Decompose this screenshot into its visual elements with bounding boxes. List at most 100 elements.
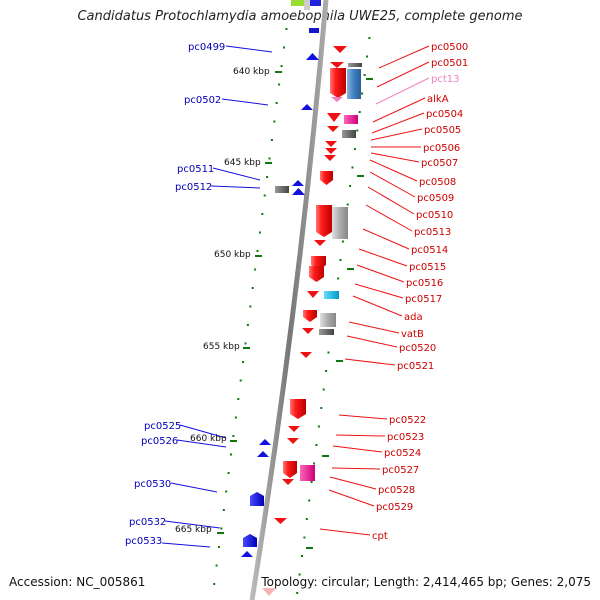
leader-line <box>370 128 423 141</box>
gene-label-pc0522[interactable]: pc0522 <box>389 415 426 426</box>
gene-forward[interactable] <box>316 205 332 237</box>
gene-label-pc0508[interactable]: pc0508 <box>419 177 456 188</box>
gene-label-pc0523[interactable]: pc0523 <box>387 432 424 443</box>
gene-reverse[interactable] <box>250 492 264 506</box>
gene-label-pc0520[interactable]: pc0520 <box>399 343 436 354</box>
gene-label-pc0515[interactable]: pc0515 <box>409 262 446 273</box>
gene-arrow-reverse[interactable] <box>306 53 319 60</box>
gene-arrow-forward[interactable] <box>274 518 287 524</box>
gene-label-pc0502[interactable]: pc0502 <box>184 95 221 106</box>
gene-block[interactable] <box>332 207 348 239</box>
gene-arrow-forward[interactable] <box>262 588 276 596</box>
gene-block[interactable] <box>348 63 362 67</box>
leader-line <box>329 476 377 490</box>
gene-label-ada[interactable]: ada <box>404 312 423 323</box>
scale-tick-major <box>255 255 262 257</box>
gene-label-pc0525[interactable]: pc0525 <box>144 421 181 432</box>
gene-arrow-reverse[interactable] <box>292 180 304 186</box>
gene-arrow-forward[interactable] <box>324 155 336 161</box>
gene-block[interactable] <box>324 291 339 299</box>
gene-forward[interactable] <box>283 461 297 478</box>
gene-block[interactable] <box>300 465 315 481</box>
gene-arrow-forward[interactable] <box>325 148 337 154</box>
gene-arrow-forward[interactable] <box>287 438 299 444</box>
gene-label-pc0528[interactable]: pc0528 <box>378 485 415 496</box>
gene-label-pc0501[interactable]: pc0501 <box>431 58 468 69</box>
gene-forward[interactable] <box>330 68 346 98</box>
gene-label-pc0533[interactable]: pc0533 <box>125 536 162 547</box>
leader-line <box>210 185 261 189</box>
gene-label-vatB[interactable]: vatB <box>401 329 424 340</box>
feature-top-blue <box>310 0 321 6</box>
gene-label-pc0524[interactable]: pc0524 <box>384 448 421 459</box>
gene-label-pc0514[interactable]: pc0514 <box>411 245 448 256</box>
gene-label-pc0504[interactable]: pc0504 <box>426 109 463 120</box>
leader-line <box>354 283 404 299</box>
gene-arrow-reverse[interactable] <box>292 188 305 195</box>
gene-label-pc0512[interactable]: pc0512 <box>175 182 212 193</box>
gene-block[interactable] <box>319 329 334 335</box>
gene-forward[interactable] <box>320 171 333 185</box>
gene-arrow-forward[interactable] <box>325 141 337 147</box>
gene-label-pc0530[interactable]: pc0530 <box>134 479 171 490</box>
leader-line <box>328 489 375 507</box>
gene-label-pc0509[interactable]: pc0509 <box>417 193 454 204</box>
gene-label-pc0511[interactable]: pc0511 <box>177 164 214 175</box>
gene-arrow-reverse[interactable] <box>241 551 253 557</box>
gene-arrow-forward[interactable] <box>282 479 294 485</box>
gene-block[interactable] <box>342 130 356 138</box>
gene-label-pct13[interactable]: pct13 <box>431 74 460 85</box>
gene-forward[interactable] <box>303 310 317 322</box>
gene-arrow-forward[interactable] <box>327 113 341 122</box>
scale-tick <box>225 490 228 493</box>
scale-tick <box>301 555 303 557</box>
gene-label-pc0500[interactable]: pc0500 <box>431 42 468 53</box>
gene-block[interactable] <box>344 115 358 124</box>
gene-arrow-forward[interactable] <box>314 240 326 246</box>
gene-label-alkA[interactable]: alkA <box>427 94 449 105</box>
gene-arrow-forward[interactable] <box>300 352 312 358</box>
scale-tick <box>317 425 320 428</box>
scale-tick <box>285 28 288 30</box>
scale-tick <box>368 37 371 39</box>
gene-forward[interactable] <box>309 266 324 282</box>
scale-tick <box>353 148 356 150</box>
gene-label-pc0527[interactable]: pc0527 <box>382 465 419 476</box>
gene-label-pc0526[interactable]: pc0526 <box>141 436 178 447</box>
gene-block[interactable] <box>347 69 361 99</box>
gene-forward[interactable] <box>290 399 306 419</box>
gene-label-pc0529[interactable]: pc0529 <box>376 502 413 513</box>
gene-arrow-forward[interactable] <box>327 126 339 132</box>
gene-arrow-reverse[interactable] <box>259 439 271 445</box>
gene-label-pc0505[interactable]: pc0505 <box>424 125 461 136</box>
gene-arrow-forward[interactable] <box>331 97 343 102</box>
gene-block[interactable] <box>275 186 289 193</box>
scale-tick <box>256 250 259 252</box>
gene-reverse[interactable] <box>243 534 257 547</box>
gene-arrow-forward[interactable] <box>288 426 300 432</box>
gene-label-pc0516[interactable]: pc0516 <box>406 278 443 289</box>
leader-line <box>367 186 415 215</box>
leader-line <box>375 77 430 105</box>
gene-label-pc0532[interactable]: pc0532 <box>129 517 166 528</box>
gene-label-pc0499[interactable]: pc0499 <box>188 42 225 53</box>
gene-arrow-forward[interactable] <box>302 328 314 334</box>
gene-label-pc0510[interactable]: pc0510 <box>416 210 453 221</box>
gene-label-pc0517[interactable]: pc0517 <box>405 294 442 305</box>
gene-arrow-forward[interactable] <box>307 291 319 298</box>
leader-line <box>319 528 371 536</box>
leader-line <box>376 61 430 88</box>
gene-arrow-reverse[interactable] <box>257 451 269 457</box>
gene-arrow-forward[interactable] <box>330 62 344 68</box>
scale-tick <box>283 46 285 49</box>
gene-label-pc0506[interactable]: pc0506 <box>423 143 460 154</box>
gene-arrow-reverse[interactable] <box>301 104 313 110</box>
gene-arrow-forward[interactable] <box>333 46 347 53</box>
gene-label-pc0521[interactable]: pc0521 <box>397 361 434 372</box>
gene-label-pc0507[interactable]: pc0507 <box>421 158 458 169</box>
map-title: Candidatus Protochlamydia amoebophila UW… <box>77 9 523 24</box>
gene-block[interactable] <box>320 313 336 327</box>
gene-label-pc0513[interactable]: pc0513 <box>414 227 451 238</box>
gene-label-cpt[interactable]: cpt <box>372 531 388 542</box>
